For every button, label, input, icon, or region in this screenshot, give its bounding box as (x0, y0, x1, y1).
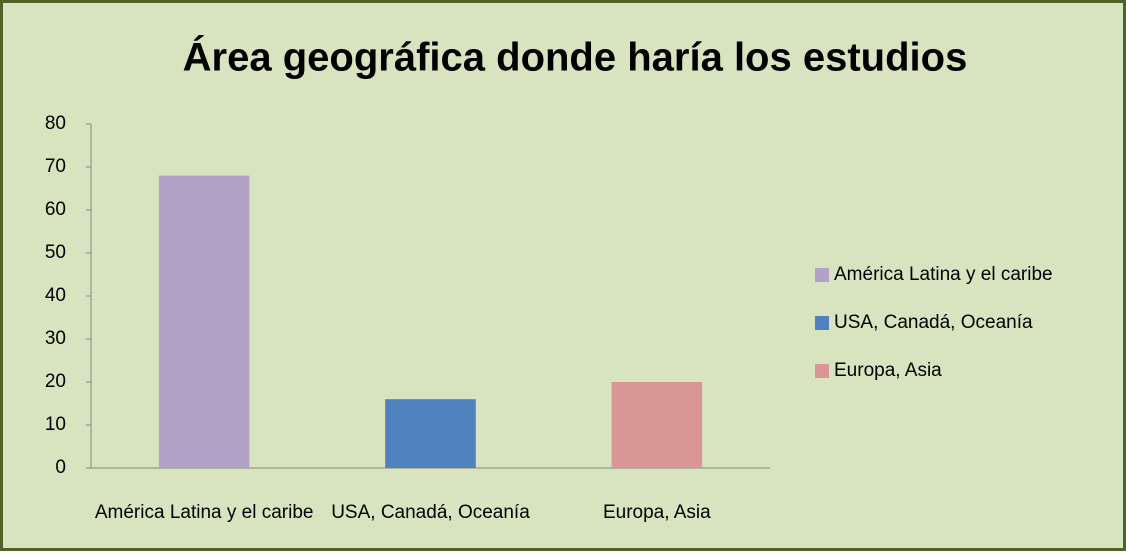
legend-label: USA, Canadá, Oceanía (834, 312, 1033, 333)
legend-swatch (815, 268, 829, 282)
y-tick-label: 60 (45, 199, 66, 220)
y-tick-label: 40 (45, 285, 66, 306)
y-tick-label: 10 (45, 414, 66, 435)
y-tick-label: 70 (45, 156, 66, 177)
legend-label: Europa, Asia (834, 360, 942, 381)
bar (385, 399, 476, 468)
y-tick-label: 50 (45, 242, 66, 263)
y-tick-label: 20 (45, 371, 66, 392)
legend-label: América Latina y el caribe (834, 264, 1053, 285)
bar (611, 382, 703, 468)
y-tick-label: 30 (45, 328, 66, 349)
x-tick-label: USA, Canadá, Oceanía (331, 502, 530, 523)
x-tick-label: Europa, Asia (603, 502, 711, 523)
y-tick-label: 80 (45, 113, 66, 134)
y-tick-label: 0 (55, 457, 66, 478)
x-tick-label: América Latina y el caribe (95, 502, 314, 523)
bar (158, 175, 250, 468)
legend-swatch (815, 316, 829, 330)
legend-swatch (815, 364, 829, 378)
chart-title: Área geográfica donde haría los estudios (183, 35, 968, 80)
